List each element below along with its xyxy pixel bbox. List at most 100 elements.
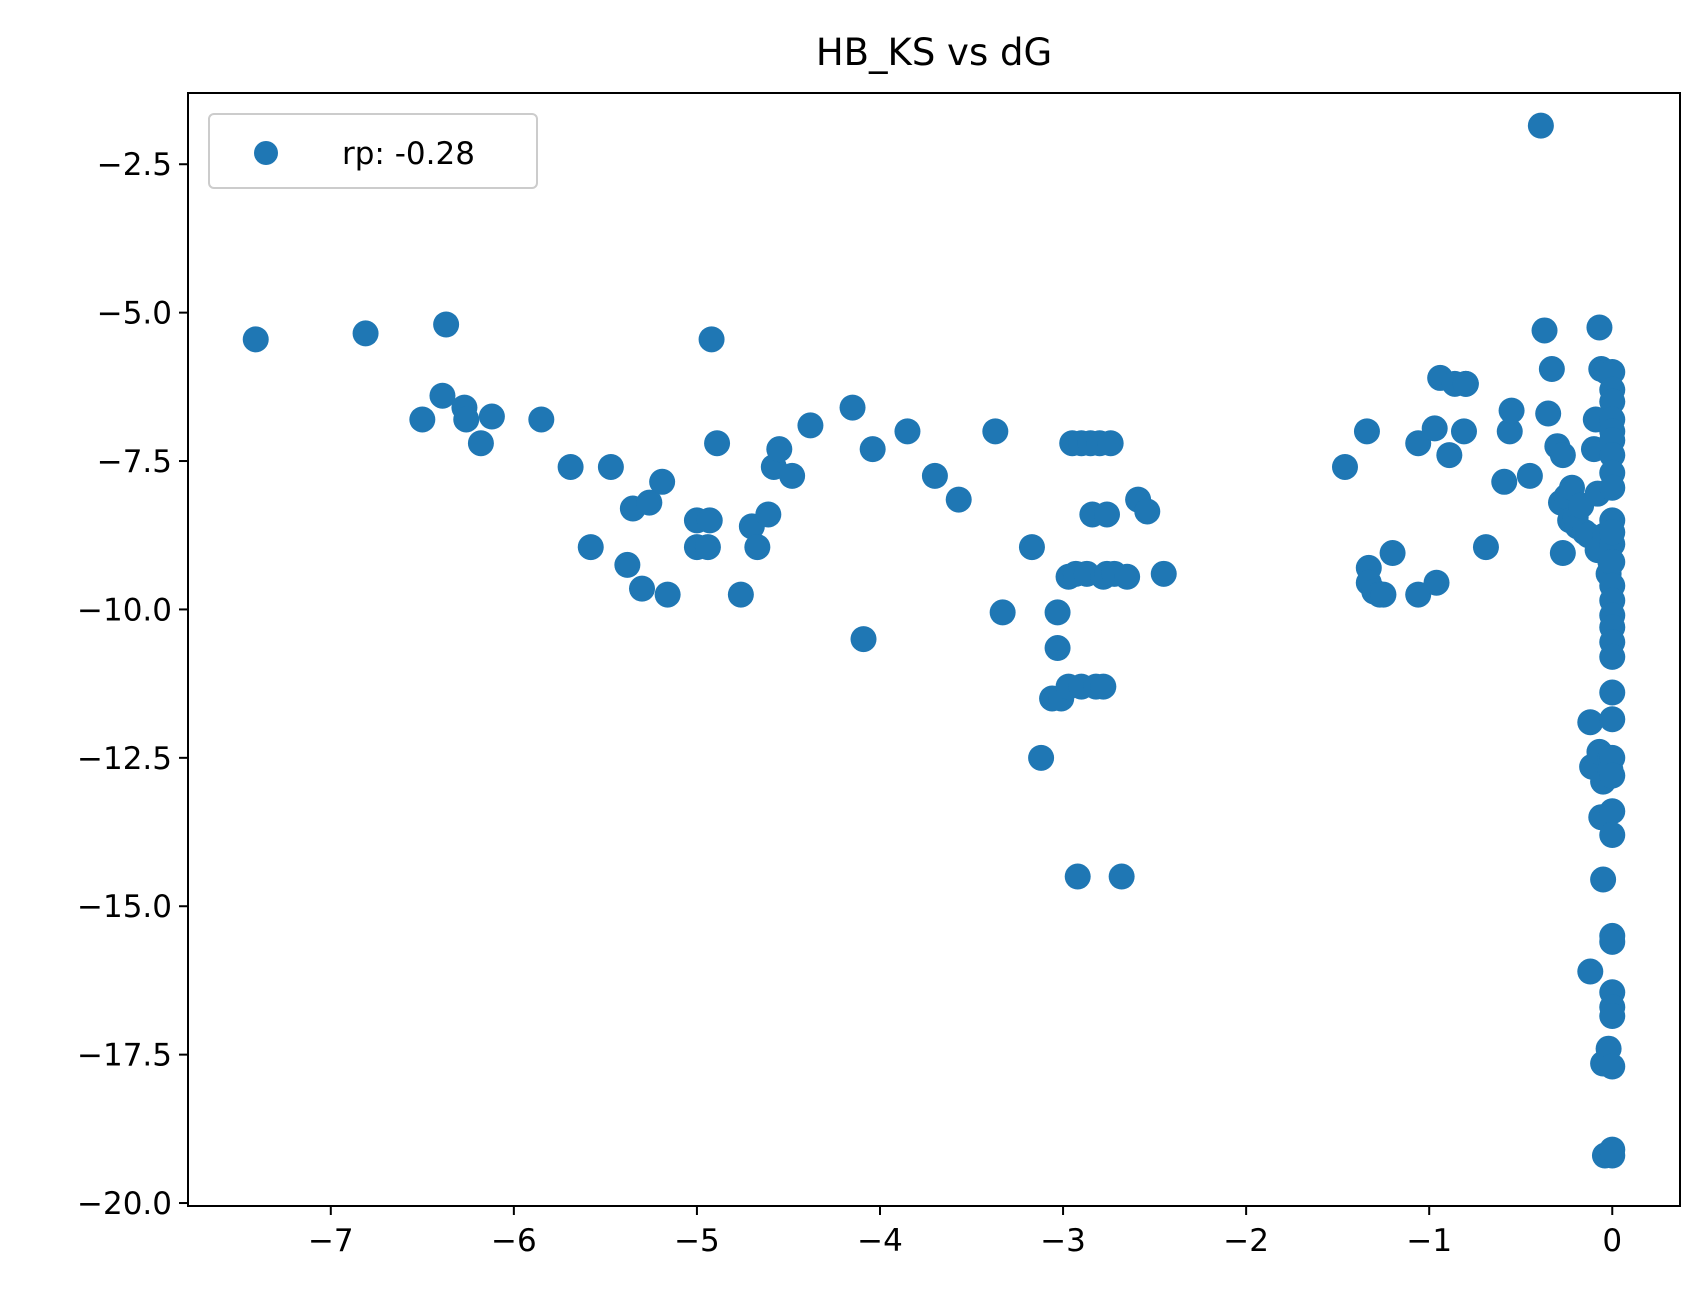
data-point [779, 462, 806, 489]
data-point [1599, 1136, 1626, 1163]
data-point [577, 534, 604, 561]
y-tick-label: −2.5 [97, 147, 172, 183]
legend-box [208, 113, 538, 189]
data-point [1044, 635, 1071, 662]
data-point [1599, 762, 1626, 789]
data-point [1599, 474, 1626, 501]
data-point [1028, 744, 1055, 771]
data-point [1405, 430, 1432, 457]
data-point [1114, 563, 1141, 590]
plot-frame [187, 92, 1681, 1207]
data-point [1450, 418, 1477, 445]
data-point [1599, 548, 1626, 575]
data-point [1599, 388, 1626, 415]
data-point [1549, 540, 1576, 567]
data-point [1535, 400, 1562, 427]
data-point [982, 418, 1009, 445]
data-point [1498, 397, 1525, 424]
data-point [1599, 519, 1626, 546]
data-point [1599, 744, 1626, 771]
data-point [1436, 442, 1463, 469]
legend: rp: -0.28 [208, 113, 538, 189]
data-point [744, 534, 771, 561]
legend-marker [254, 141, 278, 165]
data-point [557, 453, 584, 480]
data-point [696, 507, 723, 534]
data-point [694, 534, 721, 561]
x-tick-label: −5 [674, 1223, 720, 1259]
data-point [453, 406, 480, 433]
data-point [945, 486, 972, 513]
data-point [1018, 534, 1045, 561]
data-point [636, 489, 663, 516]
data-point [629, 575, 656, 602]
data-point [1064, 863, 1091, 890]
data-point [698, 326, 725, 353]
data-point [242, 326, 269, 353]
data-point [1108, 863, 1135, 890]
y-tick-label: −15.0 [77, 889, 172, 925]
data-point [1090, 673, 1117, 700]
x-tick-label: 0 [1602, 1223, 1622, 1259]
y-tick-label: −7.5 [97, 444, 172, 480]
data-point [1599, 643, 1626, 670]
data-point [429, 382, 456, 409]
data-point [1599, 679, 1626, 706]
data-point [755, 501, 782, 528]
data-point [797, 412, 824, 439]
y-tick-label: −12.5 [77, 741, 172, 777]
data-point [1331, 453, 1358, 480]
data-point [839, 394, 866, 421]
data-point [1599, 822, 1626, 848]
x-tick-label: −2 [1223, 1223, 1269, 1259]
data-point [649, 468, 676, 495]
data-point [1599, 706, 1626, 733]
x-tick-label: −1 [1406, 1223, 1452, 1259]
data-point [1531, 317, 1558, 344]
data-point [850, 626, 877, 653]
data-point [1599, 1003, 1626, 1030]
data-point [1491, 468, 1518, 495]
data-point [1577, 709, 1604, 736]
data-point [1549, 442, 1576, 469]
data-point [467, 430, 494, 457]
data-point [528, 406, 555, 433]
data-point [1452, 370, 1479, 397]
data-point [1586, 314, 1613, 341]
data-point [1590, 866, 1617, 893]
y-tick-label: −10.0 [77, 592, 172, 628]
data-point [1599, 1053, 1626, 1080]
data-point [1538, 356, 1565, 383]
data-point [597, 453, 624, 480]
data-point [1472, 534, 1499, 561]
data-point [859, 436, 886, 463]
data-point [352, 320, 379, 347]
data-point [1599, 442, 1626, 469]
data-point [1093, 501, 1120, 528]
data-point [1577, 958, 1604, 985]
data-point [1150, 560, 1177, 587]
data-point [478, 403, 505, 430]
y-tick-label: −5.0 [97, 296, 172, 332]
data-point [1516, 462, 1543, 489]
data-points [242, 112, 1626, 1169]
y-axis: −2.5 −5.0 −7.5 −10.0 −12.5 −15.0 −17.5 −20.0 [77, 147, 188, 1222]
data-point [704, 430, 731, 457]
x-tick-label: −4 [857, 1223, 903, 1259]
data-point [654, 581, 681, 608]
data-point [1379, 540, 1406, 567]
x-axis: −7 −6 −5 −4 −3 −2 −1 0 [308, 1206, 1622, 1259]
data-point [727, 581, 754, 608]
data-point [1423, 569, 1450, 596]
y-tick-label: −20.0 [77, 1186, 172, 1222]
x-tick-label: −6 [491, 1223, 537, 1259]
data-point [1134, 498, 1161, 525]
y-tick-label: −17.5 [77, 1038, 172, 1074]
x-tick-label: −3 [1040, 1223, 1086, 1259]
chart-title: HB_KS vs dG [816, 31, 1052, 74]
data-point [1353, 418, 1380, 445]
data-point [1599, 928, 1626, 955]
data-point [1421, 415, 1448, 442]
